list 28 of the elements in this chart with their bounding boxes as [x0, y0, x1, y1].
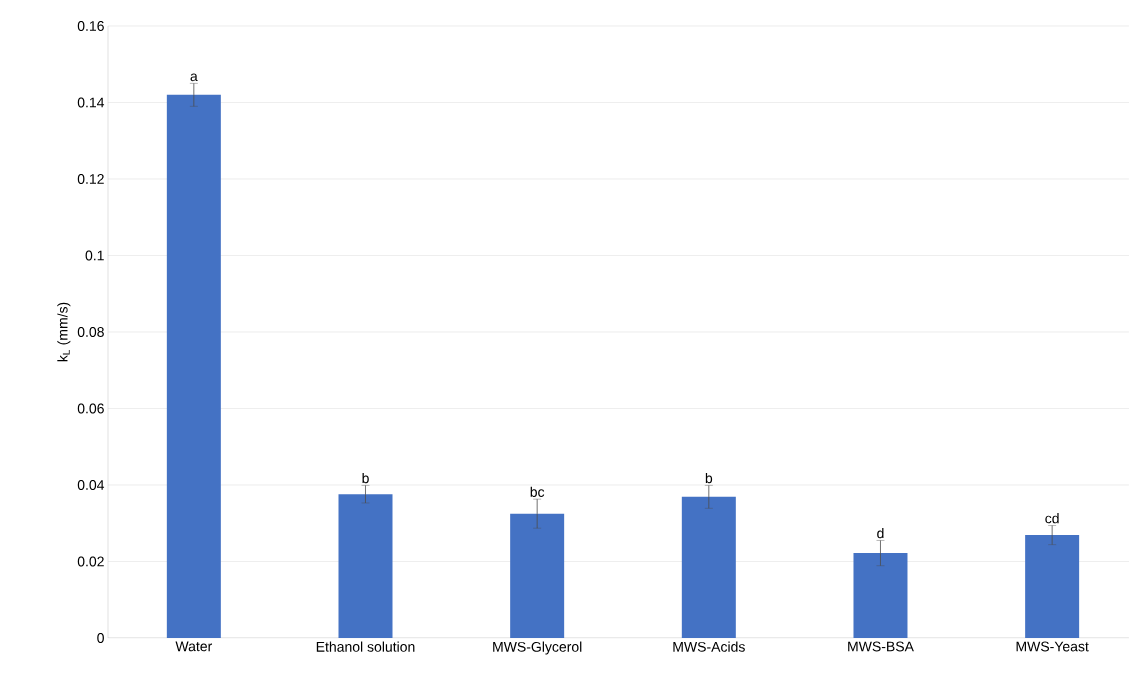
bar	[1025, 535, 1080, 638]
x-tick-label: MWS-Acids	[673, 641, 745, 652]
bar	[853, 553, 908, 638]
annotation: bc	[530, 486, 545, 497]
annotation: d	[877, 527, 884, 539]
bar	[681, 496, 736, 638]
y-tick-label: 0.02	[77, 556, 104, 567]
x-tick-label: Water	[175, 641, 213, 652]
annotation: b	[362, 472, 369, 484]
x-tick-label: MWS-BSA	[848, 641, 914, 652]
annotation: b	[705, 472, 713, 484]
x-tick-label: MWS-Glycerol	[493, 641, 582, 655]
bar	[166, 94, 221, 638]
y-axis-title: k$_{L}$ (mm/s)	[57, 302, 71, 362]
x-tick-label: Ethanol solution	[316, 641, 415, 652]
bar	[510, 513, 565, 638]
annotation: cd	[1045, 513, 1059, 524]
y-tick-label: 0.06	[77, 403, 104, 414]
x-tick-label: MWS-Yeast	[1016, 641, 1089, 652]
y-tick-label: 0	[97, 633, 104, 643]
annotation: a	[190, 73, 198, 82]
y-tick-label: 0.1	[85, 250, 104, 261]
y-tick-label: 0.14	[77, 97, 105, 108]
y-tick-label: 0.12	[77, 174, 104, 184]
y-tick-label: 0.04	[77, 480, 105, 490]
y-tick-label: 0.08	[77, 327, 104, 337]
bar	[338, 494, 393, 638]
y-tick-label: 0.16	[77, 21, 104, 31]
